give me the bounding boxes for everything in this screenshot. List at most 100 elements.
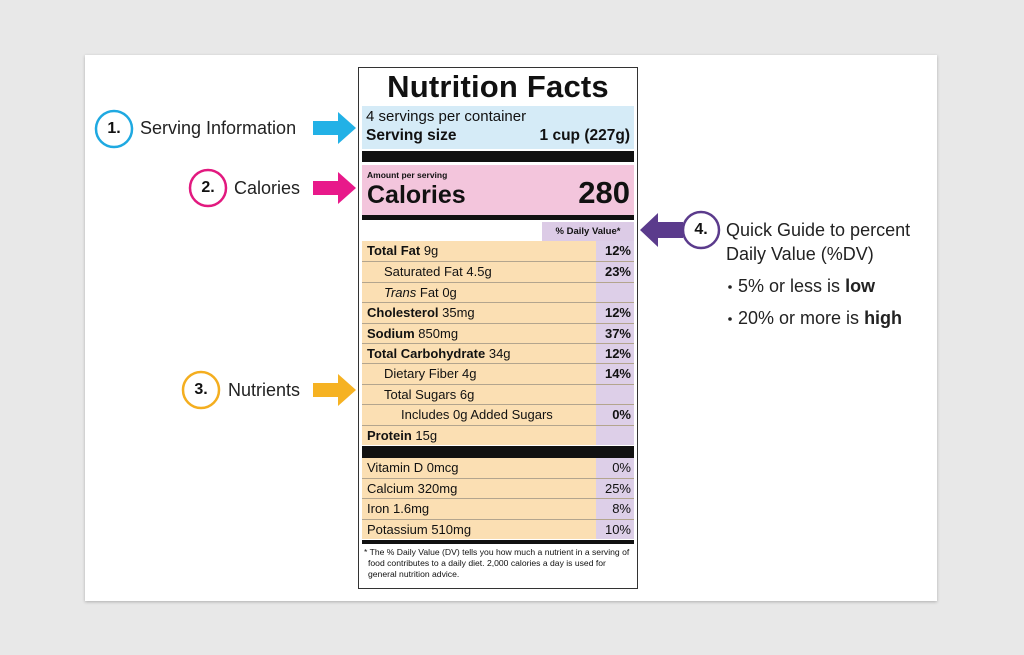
nutrient-row: Dietary Fiber 4g 14% <box>362 363 634 384</box>
nutrient-amount: 15g <box>415 427 438 443</box>
guide-bullet: 20% or more is high <box>738 307 902 329</box>
daily-value: 12% <box>604 243 631 258</box>
nutrient-name-cell: Vitamin D 0mcg <box>362 458 596 478</box>
nutrient-rows: Total Fat 9g 12% Saturated Fat 4.5g 23% Trans F… <box>362 241 634 446</box>
annotation-number: 3. <box>194 381 208 398</box>
bullet-text: 5% or less is <box>738 276 841 296</box>
nutrient-row: Trans Fat 0g <box>362 281 634 303</box>
daily-value: 0% <box>612 407 631 423</box>
dv-header-row: % Daily Value* <box>362 220 634 241</box>
daily-value: 12% <box>604 305 631 321</box>
annotation-number: 1. <box>107 120 121 137</box>
dv-cell <box>596 425 634 445</box>
dv-cell: 12% <box>596 241 634 262</box>
nutrient-name: Total Fat <box>367 243 421 258</box>
nutrient-name-cell: Total Sugars 6g <box>362 385 596 404</box>
daily-value: 14% <box>604 366 631 382</box>
nutrient-amount: 320mg <box>417 481 458 497</box>
nutrient-name: Cholesterol <box>367 305 439 321</box>
nutrient-amount: 4.5g <box>466 264 492 280</box>
daily-value: 0% <box>612 460 631 475</box>
nutrient-row: Calcium 320mg 25% <box>362 478 634 499</box>
nutrient-name: Sodium <box>367 325 415 341</box>
guide-line: Daily Value (%DV) <box>726 244 874 264</box>
nutrient-name-cell: Includes 0g Added Sugars <box>362 405 596 424</box>
arrow-2 <box>313 172 356 204</box>
nutrient-amount: 35mg <box>442 305 475 321</box>
bullet-emphasis: low <box>845 276 876 296</box>
nutrient-name-cell: Protein 15g <box>362 426 596 445</box>
footnote: * The % Daily Value (DV) tells you how m… <box>364 547 630 579</box>
nutrient-row: Cholesterol 35mg 12% <box>362 302 634 323</box>
circle-2 <box>188 168 228 208</box>
calories-section: Amount per serving Calories 280 <box>362 165 634 215</box>
dv-cell: 14% <box>596 364 634 384</box>
daily-value: 23% <box>604 264 631 280</box>
nutrient-name: Protein <box>367 427 412 443</box>
serving-size: 1 cup (227g) <box>539 127 630 144</box>
nutrient-amount: 0g <box>442 284 457 300</box>
dv-cell: 23% <box>596 262 634 282</box>
nutrient-amount: 4g <box>462 366 477 382</box>
nutrient-name: Vitamin D <box>367 460 424 475</box>
circle-3 <box>181 370 221 410</box>
nutrient-name-cell: Iron 1.6mg <box>362 499 596 518</box>
nutrient-row: Potassium 510mg 10% <box>362 518 634 539</box>
bullet-emphasis: high <box>864 308 903 328</box>
circle-1 <box>94 109 134 149</box>
nutrient-name: Calcium <box>367 481 414 497</box>
nutrient-row: Includes 0g Added Sugars 0% <box>362 404 634 425</box>
guide-bullet: 5% or less is low <box>738 275 875 297</box>
nutrient-row: Sodium 850mg 37% <box>362 322 634 343</box>
nutrient-name-cell: Calcium 320mg <box>362 479 596 498</box>
daily-value: 25% <box>604 481 631 497</box>
nutrient-name: Potassium <box>367 521 428 537</box>
nutrient-name-cell: Potassium 510mg <box>362 520 596 539</box>
dv-cell: 8% <box>596 499 634 519</box>
nutrient-amount: 0mcg <box>426 460 459 475</box>
annotation-number: 2. <box>201 179 215 196</box>
daily-value: 10% <box>604 521 631 537</box>
serving-size-row: Serving size 1 cup (227g) <box>366 126 630 146</box>
dv-cell: 0% <box>596 458 634 479</box>
arrow-1 <box>313 112 356 144</box>
annotation-text: Nutrients <box>228 380 301 400</box>
dv-cell: 10% <box>596 519 634 539</box>
nutrient-name: Includes 0g Added Sugars <box>401 407 553 423</box>
rule <box>362 540 634 544</box>
nutrient-name-cell: Total Carbohydrate 34g <box>362 344 596 363</box>
nutrient-name-cell: Total Fat 9g <box>362 241 596 261</box>
nutrient-amount: 510mg <box>431 521 472 537</box>
nutrient-row: Total Carbohydrate 34g 12% <box>362 342 634 364</box>
daily-value: 37% <box>604 325 631 341</box>
dv-cell: 37% <box>596 323 634 343</box>
serving-section: 4 servings per container Serving size 1 … <box>362 106 634 149</box>
dv-cell <box>596 384 634 405</box>
label-title: Nutrition Facts <box>387 69 609 104</box>
vitamin-rows: Vitamin D 0mcg 0% Calcium 320mg 25% Iron 1.6mg 8… <box>362 458 634 539</box>
daily-value: 8% <box>612 501 631 517</box>
nutrition-label: Nutrition Facts 4 servings per container… <box>358 67 638 589</box>
nutrient-amount: 850mg <box>418 325 459 341</box>
nutrient-name: Dietary Fiber <box>384 366 459 382</box>
nutrient-amount: 34g <box>488 345 511 361</box>
nutrient-name: Total Carbohydrate <box>367 345 486 361</box>
dv-cell: 25% <box>596 479 634 499</box>
amount-per-serving: Amount per serving <box>367 170 448 180</box>
nutrient-name: Iron <box>367 501 390 517</box>
dv-cell: 0% <box>596 405 634 425</box>
calories-label: Calories <box>367 181 466 209</box>
nutrient-amount: 1.6mg <box>393 501 430 517</box>
calories-value: 280 <box>578 175 630 210</box>
nutrient-row: Total Fat 9g 12% <box>362 241 634 262</box>
rule <box>362 215 634 220</box>
thick-rule <box>362 446 634 458</box>
nutrient-amount: 6g <box>459 386 475 402</box>
guide-line: Quick Guide to percent <box>726 220 911 240</box>
nutrient-amount: 9g <box>423 243 439 258</box>
nutrient-name: Total Sugars <box>384 386 457 402</box>
arrow-3 <box>313 374 356 406</box>
nutrient-name-cell: Sodium 850mg <box>362 324 596 343</box>
